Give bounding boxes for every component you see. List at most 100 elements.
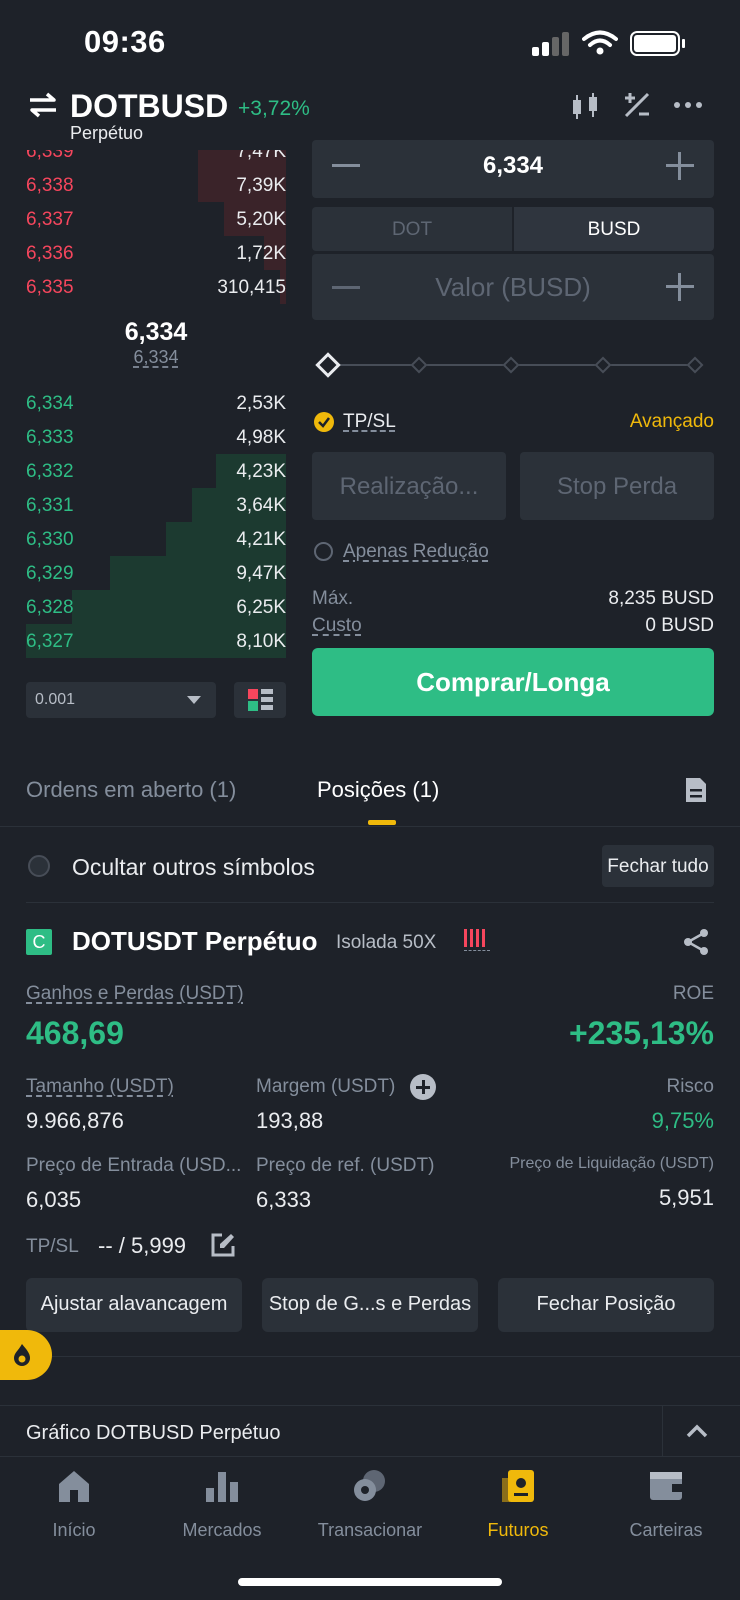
chart-bar-divider (662, 1406, 663, 1456)
position-symbol[interactable]: DOTUSDT Perpétuo (72, 926, 318, 956)
battery-icon (630, 31, 680, 56)
stop-loss-input[interactable]: Stop Perda (520, 452, 714, 520)
price-input[interactable]: 6,334 (312, 140, 714, 198)
ask-row[interactable]: 6,335 310,415 (26, 270, 286, 304)
size-label[interactable]: Tamanho (USDT) (26, 1076, 174, 1097)
close-all-button[interactable]: Fechar tudo (602, 845, 714, 887)
leverage-bars-icon (464, 929, 490, 951)
chart-bar-top (0, 1405, 740, 1406)
adjust-leverage-button[interactable]: Ajustar alavancagem (26, 1278, 242, 1332)
book-layout-icon[interactable] (234, 682, 286, 718)
bid-row[interactable]: 6,332 4,23K (26, 454, 286, 488)
flame-icon (14, 1344, 30, 1366)
leverage-slider[interactable] (315, 350, 708, 380)
margin-label: Margem (USDT) (256, 1076, 396, 1097)
unit-dot-tab[interactable]: DOT (312, 207, 512, 251)
chart-bar-label[interactable]: Gráfico DOTBUSD Perpétuo (26, 1422, 281, 1444)
nav-trade-label[interactable]: Transacionar (317, 1520, 423, 1540)
risk-value: 9,75% (651, 1108, 714, 1133)
home-icon (59, 1471, 89, 1502)
bid-row[interactable]: 6,334 2,53K (26, 393, 286, 414)
reduce-only-label[interactable]: Apenas Redução (343, 541, 489, 562)
ask-row[interactable]: 6,337 5,20K (26, 202, 286, 236)
pnl-label[interactable]: Ganhos e Perdas (USDT) (26, 983, 244, 1004)
home-indicator[interactable] (238, 1578, 502, 1586)
calculator-icon[interactable] (622, 90, 652, 120)
chevron-down-icon (187, 696, 201, 704)
bid-row[interactable]: 6,331 3,64K (26, 488, 286, 522)
share-icon[interactable] (682, 928, 710, 956)
markets-icon (206, 1472, 238, 1502)
tab-positions[interactable]: Posições (1) (317, 777, 440, 802)
plus-icon[interactable] (666, 273, 694, 301)
edit-icon[interactable] (210, 1232, 236, 1258)
mark-price[interactable]: 6,334 (133, 347, 179, 367)
bid-row[interactable]: 6,328 6,25K (26, 590, 286, 624)
position-tpsl-label: TP/SL (26, 1236, 79, 1257)
chevron-up-icon[interactable] (686, 1424, 708, 1438)
fire-floating-button[interactable] (0, 1330, 52, 1380)
pnl-value: 468,69 (26, 1015, 124, 1051)
bid-row[interactable]: 6,330 4,21K (26, 522, 286, 556)
add-margin-icon[interactable] (410, 1074, 436, 1100)
minus-icon[interactable] (332, 286, 360, 289)
nav-markets[interactable] (148, 1468, 296, 1504)
wallet-icon (650, 1472, 682, 1500)
close-position-button[interactable]: Fechar Posição (498, 1278, 714, 1332)
nav-wallets[interactable] (592, 1468, 740, 1504)
advanced-link[interactable]: Avançado (629, 411, 714, 432)
buy-long-button[interactable]: Comprar/Longa (312, 648, 714, 716)
hide-symbols-label[interactable]: Ocultar outros símbolos (72, 854, 315, 880)
take-profit-input[interactable]: Realização... (312, 452, 506, 520)
cost-label[interactable]: Custo (312, 615, 362, 636)
max-value: 8,235 BUSD (608, 588, 714, 609)
minus-icon[interactable] (332, 164, 360, 167)
contract-type: Perpétuo (70, 123, 144, 143)
nav-futures-label[interactable]: Futuros (487, 1520, 549, 1540)
unit-busd-tab[interactable]: BUSD (514, 207, 714, 251)
futures-icon (502, 1470, 534, 1502)
tpsl-label[interactable]: TP/SL (343, 411, 396, 432)
bid-row[interactable]: 6,329 9,47K (26, 556, 286, 590)
reduce-only-radio[interactable] (314, 542, 333, 561)
candlestick-chart-icon[interactable] (570, 92, 602, 120)
bid-row[interactable]: 6,327 8,10K (26, 624, 286, 658)
plus-icon[interactable] (666, 152, 694, 180)
entry-price-value: 6,035 (26, 1187, 82, 1212)
document-icon[interactable] (684, 776, 708, 804)
hide-symbols-radio[interactable] (28, 855, 50, 877)
position-tpsl-value: -- / 5,999 (98, 1233, 187, 1258)
nav-futures[interactable] (444, 1468, 592, 1504)
swap-icon[interactable] (28, 92, 58, 118)
ref-price-value: 6,333 (256, 1187, 312, 1212)
ask-row[interactable]: 6,338 7,39K (26, 168, 286, 202)
nav-markets-label[interactable]: Mercados (182, 1520, 262, 1540)
liq-price-label: Preço de Liquidação (USDT) (509, 1155, 714, 1172)
ask-row[interactable]: 6,336 1,72K (26, 236, 286, 270)
cross-badge: C (26, 929, 52, 955)
nav-home-label[interactable]: Início (52, 1520, 96, 1540)
tpsl-checkbox[interactable] (314, 412, 334, 432)
nav-trade[interactable] (296, 1468, 444, 1504)
bid-row[interactable]: 6,333 4,98K (26, 427, 286, 448)
trade-icon (354, 1470, 385, 1501)
more-icon[interactable] (673, 101, 703, 109)
active-tab-indicator (368, 820, 396, 825)
amount-input[interactable]: Valor (BUSD) (312, 254, 714, 320)
status-time: 09:36 (84, 24, 166, 59)
nav-wallets-label[interactable]: Carteiras (629, 1520, 703, 1540)
liq-price-value: 5,951 (658, 1185, 714, 1210)
tabs-divider (0, 826, 740, 827)
symbol-title[interactable]: DOTBUSD (70, 88, 229, 124)
precision-select[interactable]: 0.001 (26, 682, 216, 718)
size-value: 9.966,876 (26, 1108, 124, 1133)
tab-open-orders[interactable]: Ordens em aberto (1) (26, 777, 237, 802)
roe-label: ROE (672, 983, 714, 1004)
mid-price[interactable]: 6,334 (124, 318, 188, 346)
stop-profit-loss-button[interactable]: Stop de G...s e Perdas (262, 1278, 478, 1332)
check-icon (318, 417, 330, 428)
nav-home[interactable] (0, 1468, 148, 1504)
price-change: +3,72% (238, 97, 310, 120)
margin-value: 193,88 (256, 1108, 324, 1133)
ask-row[interactable]: 6,339 7,47K (26, 150, 286, 168)
